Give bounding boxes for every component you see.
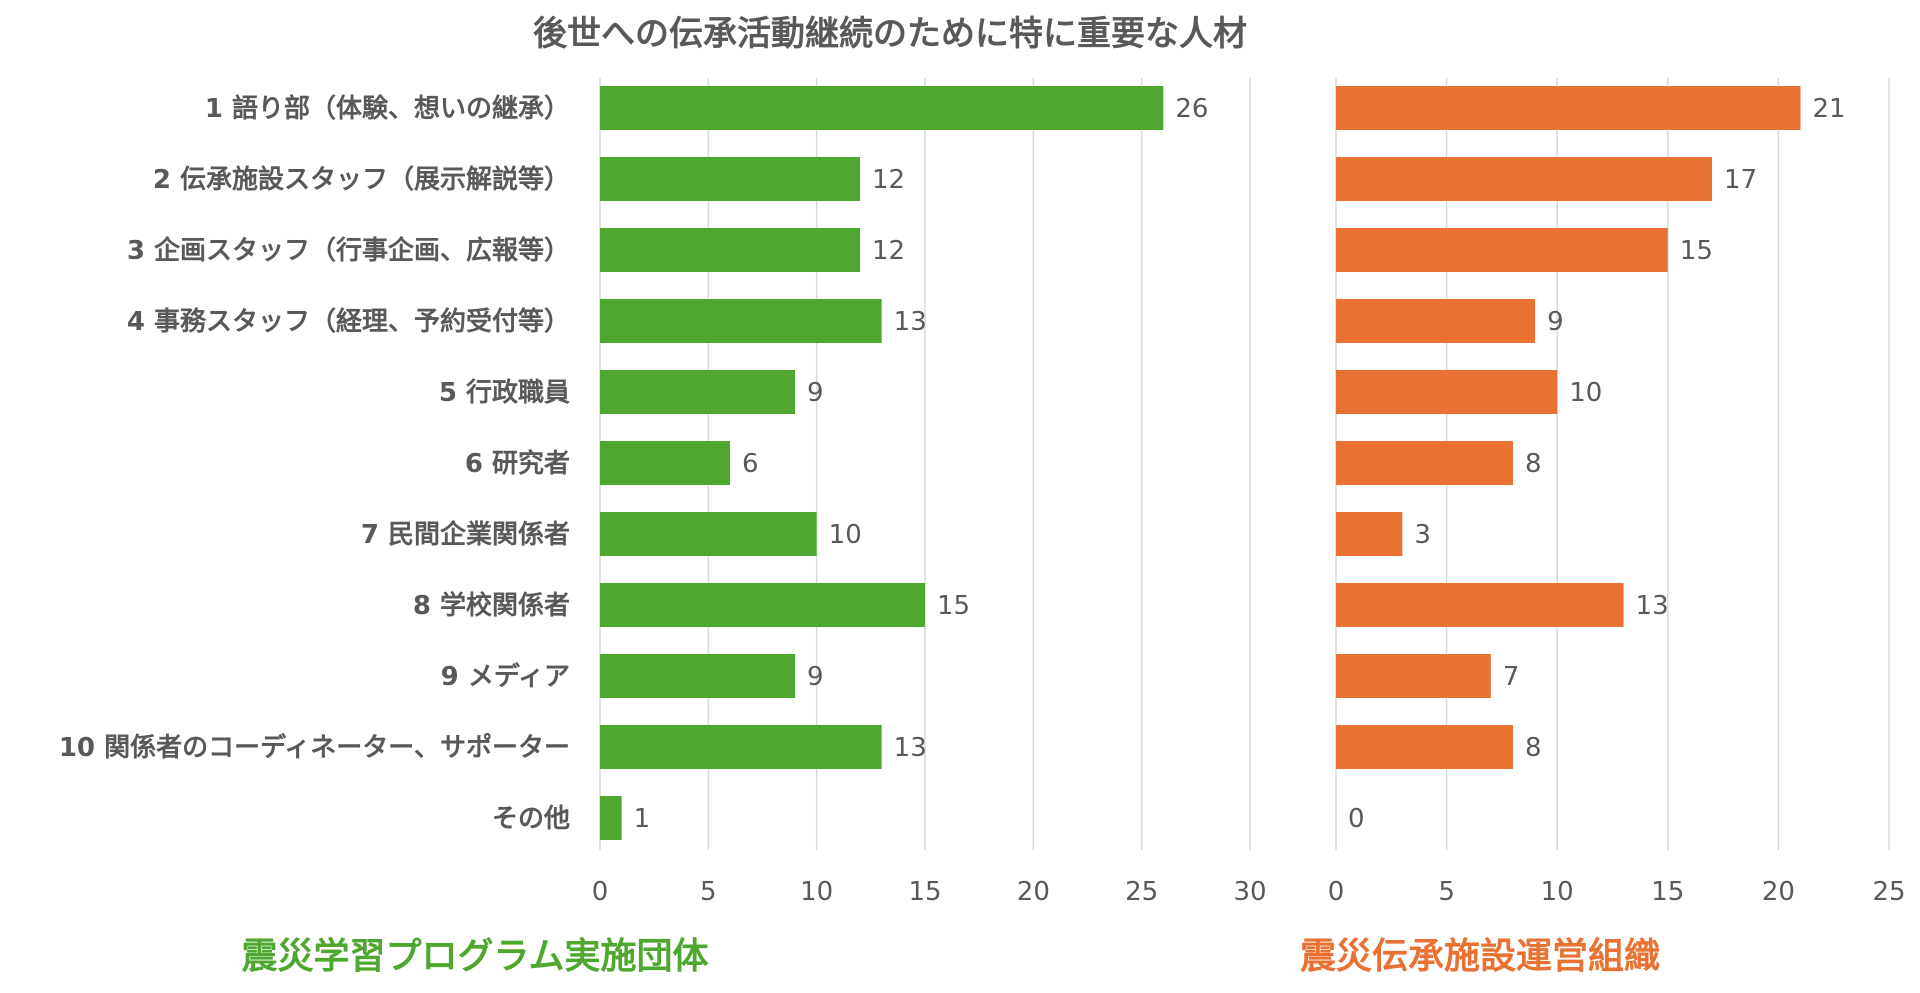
bar: [1336, 86, 1801, 130]
bar: [600, 725, 882, 769]
data-label: 3: [1414, 520, 1431, 550]
category-label: 10 関係者のコーディネーター、サポーター: [59, 732, 570, 763]
bar: [1336, 654, 1491, 698]
category-label: 4 事務スタッフ（経理、予約受付等）: [127, 306, 570, 337]
bar: [600, 583, 925, 627]
data-label: 8: [1525, 733, 1542, 763]
data-label: 21: [1813, 94, 1846, 124]
category-label: 8 学校関係者: [413, 590, 570, 621]
category-label: 9 メディア: [441, 661, 570, 692]
bar: [1336, 512, 1403, 556]
series-label-right: 震災伝承施設運営組織: [1300, 936, 1660, 977]
x-tick-label: 25: [1872, 877, 1905, 907]
data-label: 17: [1724, 165, 1757, 195]
bar: [600, 86, 1164, 130]
bar: [600, 157, 860, 201]
category-label: 1 語り部（体験、想いの継承）: [205, 93, 570, 124]
data-label: 13: [894, 307, 927, 337]
bar: [1336, 299, 1536, 343]
data-label: 26: [1175, 94, 1208, 124]
x-tick-label: 0: [1328, 877, 1345, 907]
data-label: 7: [1503, 662, 1520, 692]
bar: [600, 299, 882, 343]
series-label-left: 震災学習プログラム実施団体: [242, 935, 709, 977]
bar: [600, 441, 730, 485]
category-labels: 1 語り部（体験、想いの継承） 2 伝承施設スタッフ（展示解説等） 3 企画スタッフ…: [59, 93, 570, 834]
x-tick-label: 15: [908, 877, 941, 907]
bar: [600, 796, 622, 840]
bar: [600, 654, 795, 698]
panel-right: 0 5 10 15 20 25 21 17 15 9 10 8 3 13 7 8 0: [1328, 78, 1906, 907]
panel-left: 0 5 10 15 20 25 30 26 12 12 13 9 6 10 15 9 13 1: [592, 78, 1267, 907]
data-label: 13: [1636, 591, 1669, 621]
x-tick-label: 15: [1651, 877, 1684, 907]
data-label: 8: [1525, 449, 1542, 479]
data-label: 15: [937, 591, 970, 621]
data-label: 10: [1569, 378, 1602, 408]
data-label: 9: [807, 662, 824, 692]
bar: [600, 228, 860, 272]
bar: [600, 370, 795, 414]
x-tick-label: 10: [1541, 877, 1574, 907]
x-tick-label: 10: [800, 877, 833, 907]
data-label: 9: [1547, 307, 1564, 337]
bar: [1336, 157, 1713, 201]
x-tick-label: 25: [1125, 877, 1158, 907]
category-label: 6 研究者: [465, 448, 570, 479]
bar: [1336, 228, 1668, 272]
x-tick-label: 0: [592, 877, 609, 907]
category-label: その他: [492, 804, 570, 834]
chart-title: 後世への伝承活動継続のために特に重要な人材: [533, 14, 1247, 54]
data-label: 12: [872, 165, 905, 195]
category-label: 5 行政職員: [439, 377, 570, 408]
data-label: 10: [829, 520, 862, 550]
x-tick-label: 20: [1017, 877, 1050, 907]
bar: [1336, 370, 1558, 414]
category-label: 2 伝承施設スタッフ（展示解説等）: [153, 164, 570, 195]
bar: [600, 512, 817, 556]
data-label: 0: [1348, 804, 1365, 834]
x-tick-label: 5: [700, 877, 717, 907]
data-label: 1: [634, 804, 651, 834]
data-label: 12: [872, 236, 905, 266]
bar: [1336, 441, 1513, 485]
category-label: 3 企画スタッフ（行事企画、広報等）: [127, 235, 570, 266]
x-tick-label: 20: [1762, 877, 1795, 907]
category-label: 7 民間企業関係者: [361, 519, 570, 550]
data-label: 9: [807, 378, 824, 408]
data-label: 15: [1680, 236, 1713, 266]
x-tick-label: 5: [1438, 877, 1455, 907]
bar: [1336, 583, 1624, 627]
bar: [1336, 725, 1513, 769]
data-label: 6: [742, 449, 759, 479]
data-label: 13: [894, 733, 927, 763]
x-tick-label: 30: [1233, 877, 1266, 907]
